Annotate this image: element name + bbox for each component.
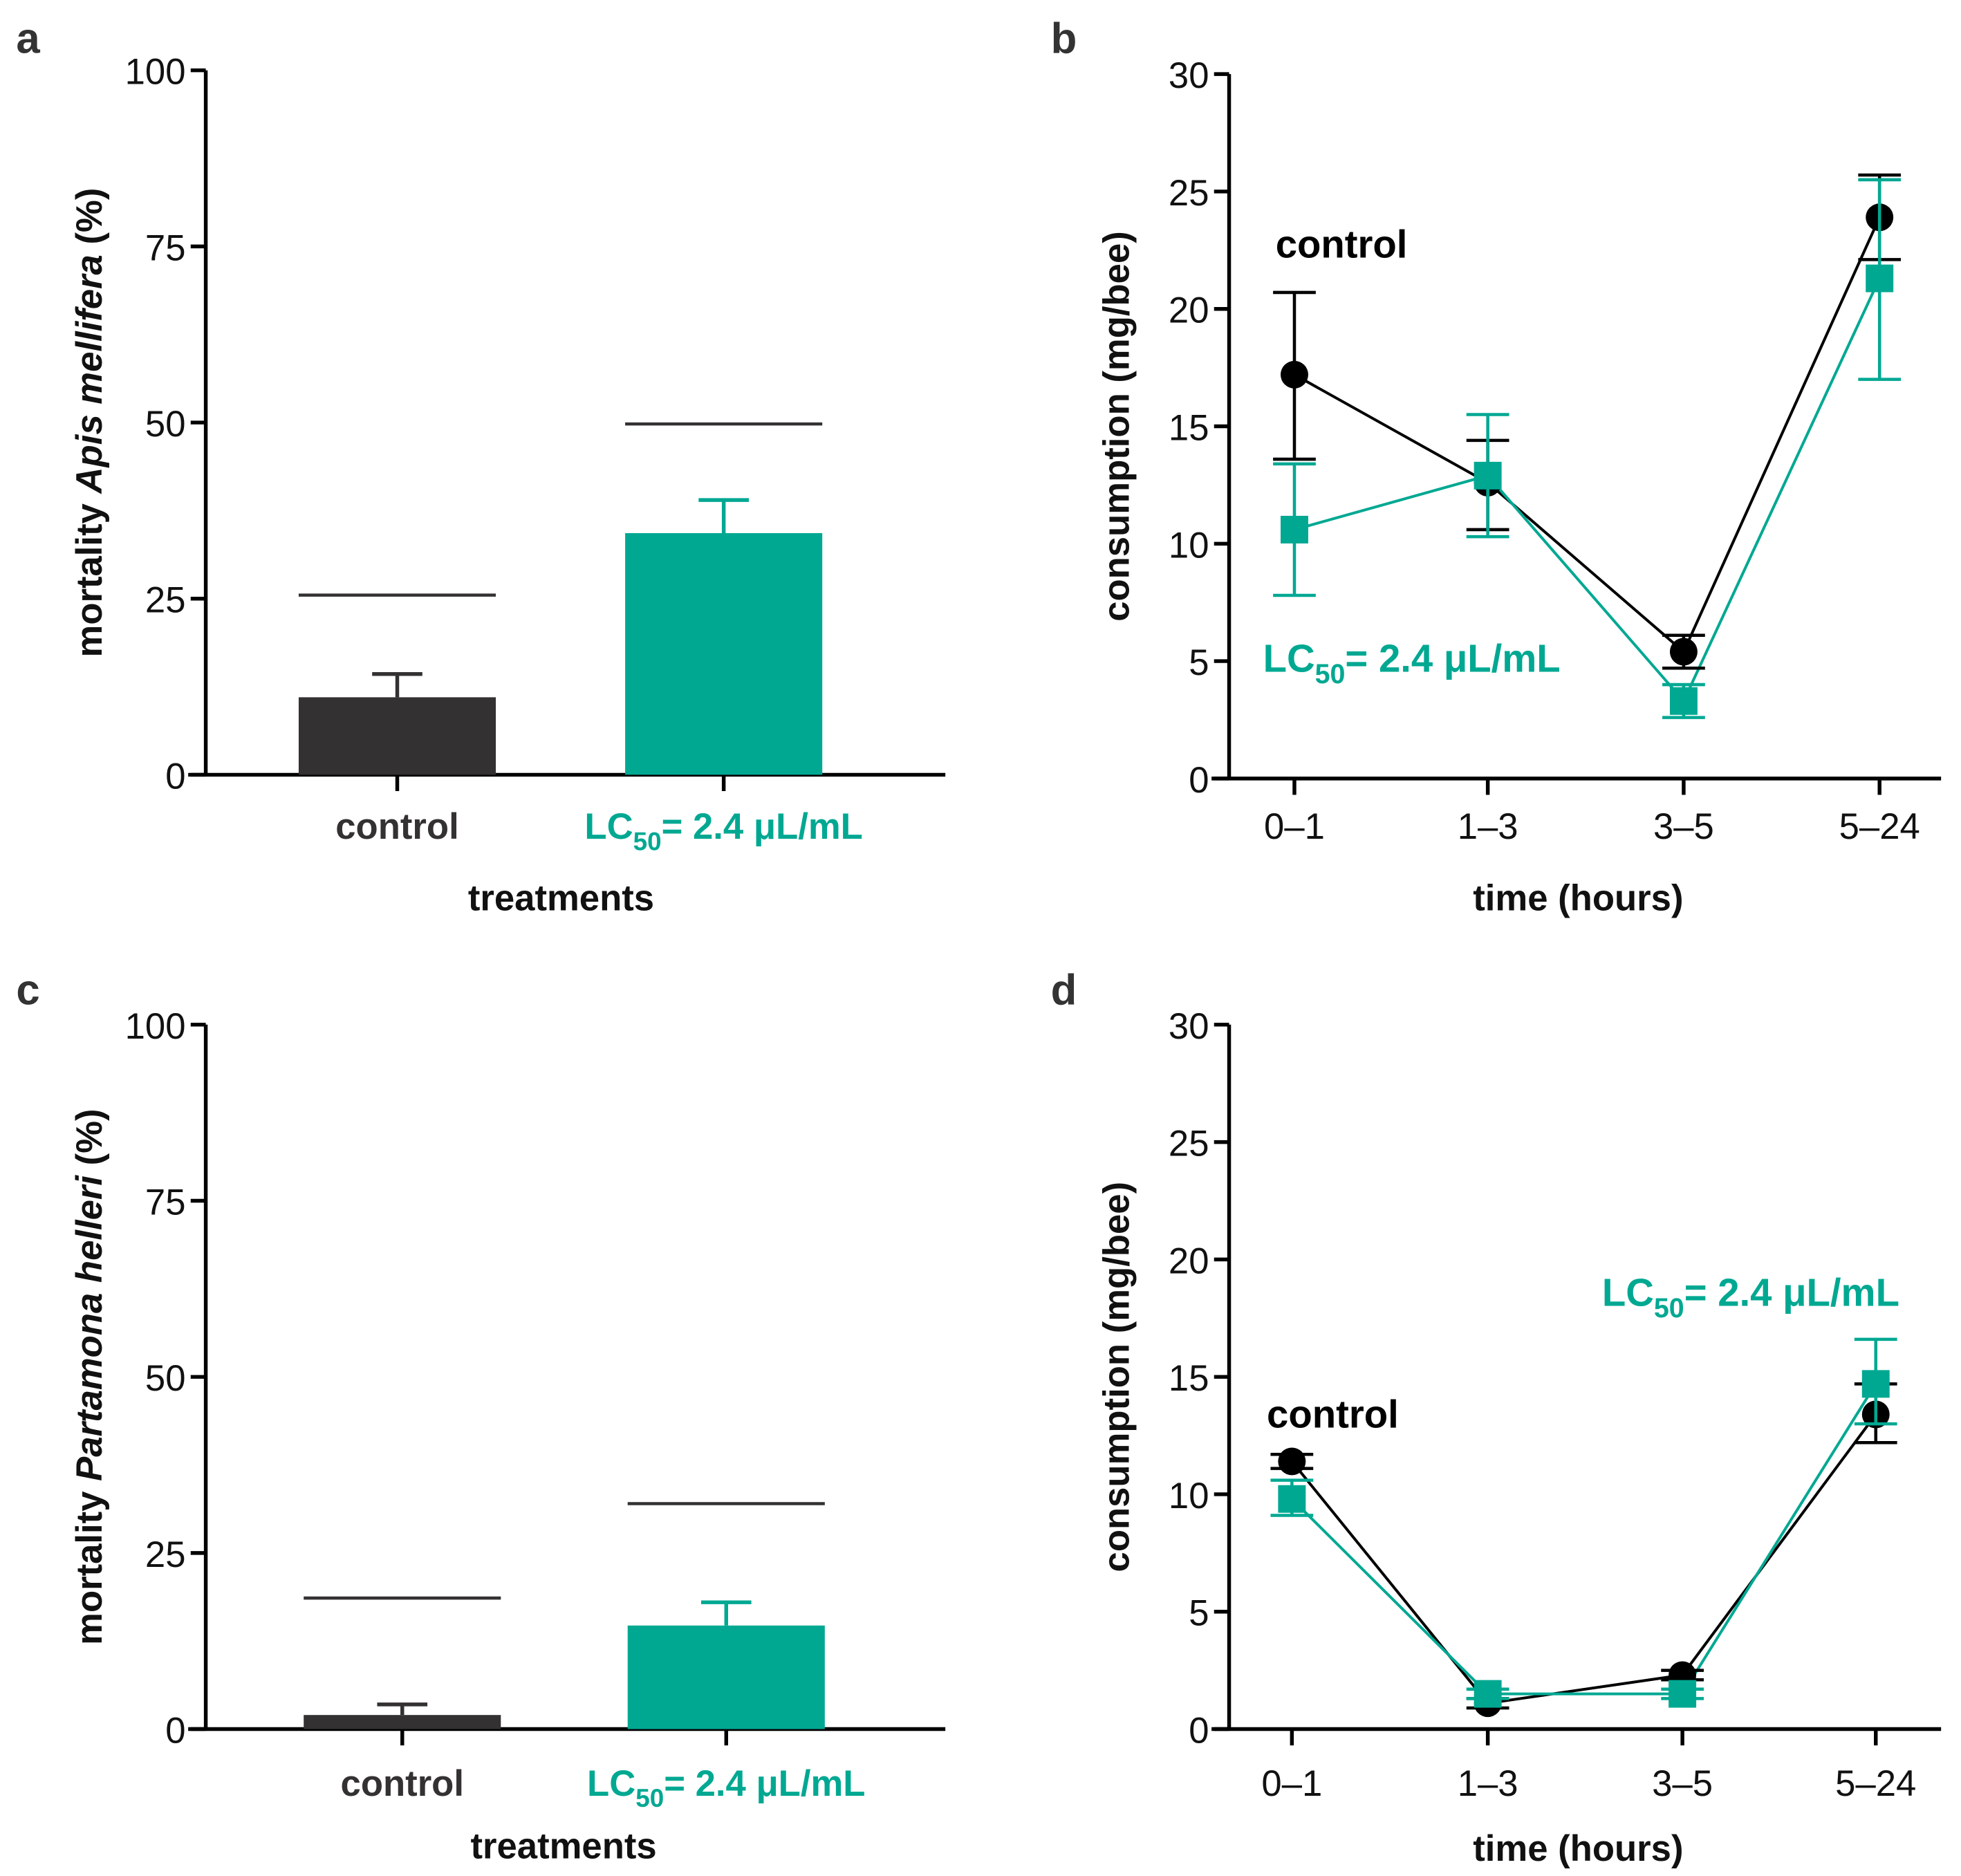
y-tick-label: 75: [145, 227, 186, 268]
data-point-lc50: [1278, 1485, 1306, 1513]
y-tick-label: 25: [145, 580, 186, 621]
data-point-lc50: [1474, 1680, 1502, 1708]
bar-lc50: [627, 1625, 825, 1729]
series-line-lc50: [1290, 1383, 1877, 1696]
y-tick-label: 25: [145, 1534, 186, 1575]
x-tick-label: 1–3: [1458, 806, 1518, 847]
y-tick-label: 0: [165, 1711, 185, 1752]
panel-label: a: [16, 15, 40, 62]
x-axis-label: time (hours): [1473, 1828, 1683, 1869]
x-tick-label: LC50= 2.4 μL/mL: [584, 806, 862, 855]
lc-main: LC: [584, 806, 633, 847]
x-tick-label: 1–3: [1458, 1763, 1518, 1804]
y-tick-label: 15: [1169, 407, 1209, 448]
lc-sub: 50: [1315, 659, 1346, 689]
bar-control: [298, 697, 496, 775]
x-tick-label: 3–5: [1653, 806, 1714, 847]
series-line-control: [1294, 216, 1881, 654]
x-tick-label: control: [341, 1763, 464, 1804]
y-tick-label: 30: [1169, 55, 1209, 96]
data-point-lc50: [1669, 1680, 1697, 1708]
lc-sub: 50: [635, 1784, 664, 1812]
y-tick-label: 0: [1189, 760, 1209, 801]
lc-main: LC: [1263, 637, 1315, 680]
series-label-control: control: [1267, 1393, 1399, 1436]
y-tick-label: 15: [1169, 1358, 1209, 1399]
lc-rest: = 2.4 μL/mL: [662, 806, 863, 847]
x-tick-label: 5–24: [1835, 1763, 1916, 1804]
data-point-control: [1278, 1447, 1306, 1476]
panel-label: d: [1051, 967, 1077, 1014]
y-axis-label: consumption (mg/bee): [1096, 231, 1137, 622]
y-tick-label: 75: [145, 1182, 186, 1223]
panel-a: a 0 25 50 75 100 mortality Apis mellifera (%) c…: [16, 15, 946, 919]
y-tick-label: 100: [125, 52, 186, 93]
panel-d: d 0 5 10 15 20 25 30 consumption (mg/bee) 0–1 1–3 3…: [1051, 967, 1942, 1869]
data-point-lc50: [1866, 264, 1894, 292]
y-tick-label: 0: [165, 756, 185, 797]
series-label-lc50: LC50= 2.4 μL/mL: [1602, 1271, 1899, 1324]
y-tick-label: 0: [1189, 1711, 1209, 1752]
data-point-lc50: [1281, 515, 1308, 544]
y-tick-label: 30: [1169, 1006, 1209, 1047]
y-tick-label: 10: [1169, 525, 1209, 566]
lc-rest: = 2.4 μL/mL: [1684, 1271, 1899, 1315]
series-line-control: [1290, 1413, 1877, 1705]
y-tick-label: 5: [1189, 642, 1209, 683]
data-point-lc50: [1861, 1370, 1890, 1398]
y-tick-label: 20: [1169, 1241, 1209, 1281]
x-tick-label: 3–5: [1652, 1763, 1713, 1804]
x-tick-label: 0–1: [1261, 1763, 1322, 1804]
x-tick-label: control: [335, 806, 458, 847]
y-tick-label: 25: [1169, 173, 1209, 214]
y-tick-label: 50: [145, 1358, 186, 1399]
lc-rest: = 2.4 μL/mL: [664, 1763, 865, 1804]
x-axis-label: time (hours): [1473, 878, 1683, 919]
y-axis-label: mortality Apis mellifera (%): [69, 188, 110, 658]
data-point-lc50: [1669, 687, 1698, 715]
y-tick-label: 5: [1189, 1593, 1209, 1634]
panel-label: b: [1051, 15, 1077, 62]
series-label-control: control: [1276, 222, 1408, 266]
bar-lc50: [625, 533, 823, 775]
y-axis-label: consumption (mg/bee): [1096, 1182, 1137, 1572]
y-tick-label: 25: [1169, 1124, 1209, 1164]
lc-main: LC: [587, 1763, 635, 1804]
lc-sub: 50: [633, 827, 662, 855]
series-label-lc50: LC50= 2.4 μL/mL: [1263, 637, 1561, 689]
y-axis-label: mortality Partamona helleri (%): [69, 1108, 110, 1644]
x-tick-label: LC50= 2.4 μL/mL: [587, 1763, 865, 1812]
bar-control: [304, 1715, 501, 1729]
y-tick-label: 50: [145, 404, 186, 445]
lc-rest: = 2.4 μL/mL: [1345, 637, 1560, 680]
series-line-lc50: [1294, 277, 1881, 704]
y-tick-label: 100: [125, 1006, 186, 1047]
x-tick-label: 0–1: [1264, 806, 1325, 847]
data-point-control: [1669, 638, 1698, 666]
y-tick-label: 20: [1169, 290, 1209, 331]
x-axis-label: treatments: [468, 878, 654, 919]
lc-sub: 50: [1654, 1293, 1684, 1324]
data-point-control: [1281, 360, 1308, 389]
data-point-lc50: [1474, 461, 1502, 490]
y-tick-label: 10: [1169, 1476, 1209, 1516]
panel-c: c 0 25 50 75 100 mortality Partamona helleri (…: [16, 967, 946, 1867]
panel-b: b 0 5 10 15 20 25 30 consumption (mg/bee) 0–1 1–3 3…: [1051, 15, 1942, 919]
panel-label: c: [16, 967, 39, 1014]
x-tick-label: 5–24: [1839, 806, 1920, 847]
x-axis-label: treatments: [470, 1826, 656, 1867]
lc-main: LC: [1602, 1271, 1654, 1315]
